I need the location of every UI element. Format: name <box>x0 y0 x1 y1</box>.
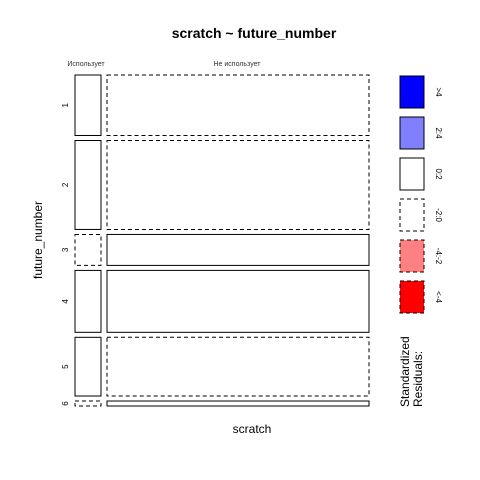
legend-swatch-4 <box>400 199 424 231</box>
row-tick-6: 6 <box>61 401 70 406</box>
legend-swatch-3 <box>400 158 424 190</box>
legend-label-3: 0:2 <box>434 168 443 180</box>
y-axis-label: future_number <box>31 201 45 279</box>
cell-row-1-col-1 <box>75 75 101 135</box>
legend-swatch-1 <box>400 76 424 108</box>
legend-title-line-1: Standardized <box>398 336 412 407</box>
cell-row-2-col-1 <box>75 140 101 229</box>
legend-swatch-5 <box>400 240 424 272</box>
row-tick-3: 3 <box>61 247 70 252</box>
cell-row-6-col-1 <box>75 401 101 406</box>
legend-label-1: >4 <box>434 87 443 97</box>
legend-swatch-6 <box>400 281 424 313</box>
legend-title-line-2: Residuals: <box>411 351 425 407</box>
cell-row-6-col-2 <box>107 401 369 406</box>
row-tick-4: 4 <box>61 299 70 304</box>
x-axis-label: scratch <box>233 422 272 436</box>
cell-row-5-col-2 <box>107 337 369 396</box>
cell-row-3-col-1 <box>75 234 101 265</box>
cell-row-4-col-1 <box>75 270 101 332</box>
cell-row-5-col-1 <box>75 337 101 396</box>
legend-label-2: 2:4 <box>434 127 443 139</box>
row-tick-1: 1 <box>61 102 70 107</box>
legend-label-4: -2:0 <box>434 208 443 222</box>
legend-label-6: <-4 <box>434 291 443 303</box>
cell-row-1-col-2 <box>107 75 369 135</box>
cell-row-2-col-2 <box>107 140 369 229</box>
row-tick-2: 2 <box>61 182 70 187</box>
mosaic-cells <box>75 75 369 406</box>
cell-row-3-col-2 <box>107 234 369 265</box>
cell-row-4-col-2 <box>107 270 369 332</box>
row-tick-5: 5 <box>61 364 70 369</box>
column-label-uses: Использует <box>67 61 105 68</box>
legend-swatch-2 <box>400 117 424 149</box>
chart-title: scratch ~ future_number <box>172 25 337 41</box>
column-label-not-uses: Не использует <box>214 61 262 68</box>
legend-label-5: -4:-2 <box>434 248 443 265</box>
